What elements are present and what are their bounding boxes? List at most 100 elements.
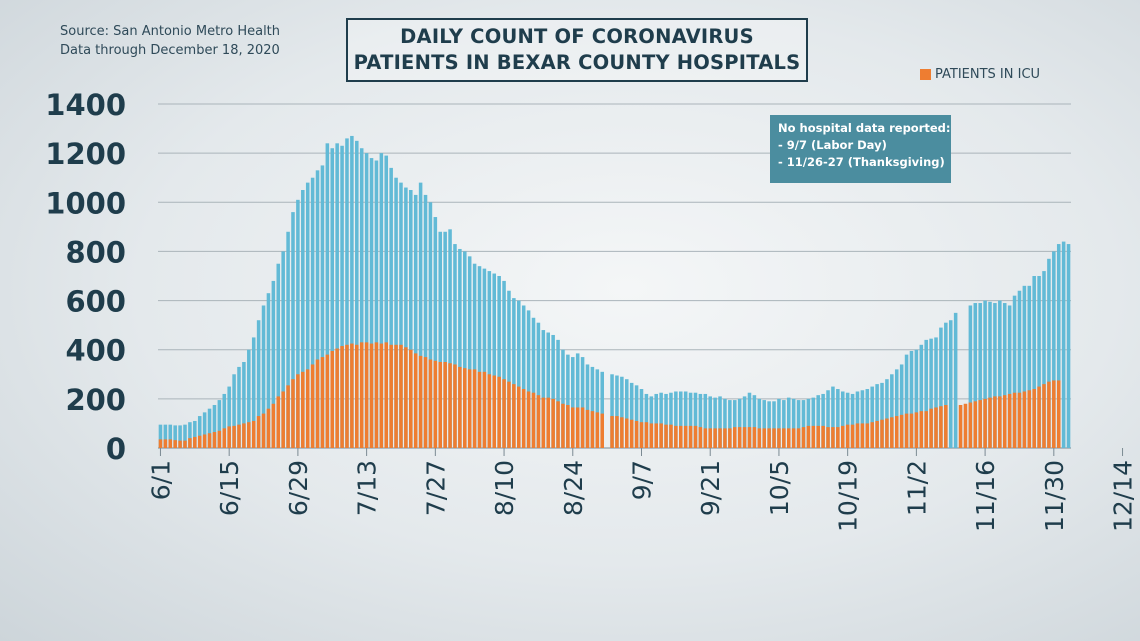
icu-patients-bar: [831, 427, 835, 448]
total-patients-bar: [291, 212, 295, 448]
total-patients-bar: [438, 231, 443, 448]
icu-patients-bar: [782, 428, 786, 448]
icu-patients-bar: [757, 428, 762, 448]
icu-patients-bar: [399, 344, 403, 448]
total-patients-bar: [296, 199, 300, 448]
total-patients-bar: [782, 400, 786, 448]
y-tick-label: 800: [65, 235, 126, 269]
icu-patients-bar: [904, 413, 909, 448]
total-patients-bar: [836, 389, 840, 448]
icu-patients-bar: [242, 423, 246, 448]
icu-patients-bar: [276, 396, 281, 448]
icu-patients-bar: [929, 408, 933, 448]
total-patients-bar: [1027, 285, 1032, 448]
icu-patients-bar: [232, 425, 236, 448]
total-patients-bar: [340, 145, 344, 448]
x-tick-label: 6/29: [284, 460, 313, 516]
total-patients-bar: [477, 266, 482, 448]
total-patients-bar: [433, 217, 438, 448]
total-patients-bar: [551, 334, 555, 448]
total-patients-bar: [183, 424, 187, 448]
icu-patients-bar: [418, 355, 423, 448]
total-patients-bar: [251, 337, 256, 448]
icu-patients-bar: [708, 428, 712, 448]
total-patients-bar: [934, 337, 938, 448]
total-patients-bar: [811, 397, 816, 448]
icu-patients-bar: [1032, 389, 1036, 448]
y-tick-label: 1000: [45, 186, 126, 220]
icu-patients-bar: [968, 402, 973, 448]
total-patients-bar: [541, 330, 546, 448]
icu-patients-bar: [291, 379, 295, 448]
total-patients-bar: [404, 187, 408, 449]
total-patients-bar: [1066, 244, 1071, 448]
total-patients-bar: [1042, 271, 1046, 448]
total-patients-bar: [502, 280, 506, 448]
total-patients-bar: [801, 400, 806, 448]
x-tick-label: 12/14: [1109, 460, 1138, 532]
total-patients-bar: [978, 303, 982, 448]
y-tick-label: 200: [65, 383, 126, 417]
total-patients-bar: [998, 300, 1002, 448]
icu-patients-bar: [899, 414, 904, 448]
total-patients-bar: [310, 177, 315, 448]
total-patients-bar: [968, 305, 973, 448]
icu-patients-bar: [256, 416, 261, 448]
icu-patients-bar: [762, 428, 766, 448]
note-item-thanksgiving: - 11/26-27 (Thanksgiving): [778, 155, 945, 169]
icu-patients-bar: [561, 403, 565, 448]
total-patients-bar: [909, 350, 914, 448]
icu-patients-bar: [556, 401, 560, 448]
icu-patients-bar: [752, 427, 757, 448]
icu-patients-bar: [315, 359, 320, 448]
chart-title: DAILY COUNT OF CORONAVIRUS PATIENTS IN B…: [346, 18, 808, 82]
total-patients-bar: [786, 397, 791, 448]
total-patients-bar: [948, 320, 953, 448]
total-patients-bar: [1056, 244, 1061, 448]
icu-patients-bar: [374, 342, 379, 448]
note-item-labor-day: - 9/7 (Labor Day): [778, 138, 887, 152]
legend: PATIENTS IN ICU: [920, 67, 1040, 82]
total-patients-bar: [590, 366, 595, 448]
icu-patients-bar: [983, 398, 987, 448]
icu-patients-bar: [998, 396, 1002, 448]
icu-patients-bar: [433, 360, 438, 448]
icu-patients-bar: [512, 384, 516, 448]
total-patients-bar: [629, 382, 634, 448]
icu-patients-bar: [310, 364, 315, 448]
total-patients-bar: [232, 374, 236, 448]
icu-patients-bar: [875, 420, 879, 448]
total-patients-bar: [973, 303, 978, 448]
icu-patients-bar: [786, 428, 791, 448]
y-axis: 0 200 400 600 800 1000 1200 1400: [45, 88, 126, 466]
total-patients-bar: [904, 354, 909, 448]
total-patients-bar: [939, 327, 943, 448]
missing-data-note: No hospital data reported: - 9/7 (Labor …: [770, 115, 951, 183]
icu-patients-bar: [1056, 380, 1061, 448]
icu-patients-bar: [654, 423, 658, 448]
total-patients-bar: [747, 392, 752, 448]
x-tick-label: 8/24: [559, 460, 588, 516]
icu-patients-bar: [247, 422, 251, 448]
total-patients-bar: [855, 391, 860, 448]
total-patients-bar: [571, 357, 575, 448]
icu-patients-bar: [806, 425, 811, 448]
icu-patients-bar: [463, 368, 467, 448]
total-patients-bar: [247, 349, 251, 448]
icu-patients-bar: [580, 407, 585, 448]
icu-patients-bar: [620, 417, 624, 448]
icu-patients-bar: [850, 424, 855, 448]
icu-patients-bar: [355, 344, 359, 448]
total-patients-bar: [193, 420, 197, 448]
total-patients-bar: [894, 369, 899, 448]
total-patients-bar: [507, 290, 511, 448]
icu-patients-bar: [389, 344, 393, 448]
total-patients-bar: [458, 248, 462, 448]
total-patients-bar: [163, 424, 168, 448]
icu-patients-bar: [600, 413, 604, 448]
x-tick-label: 10/19: [834, 460, 863, 532]
total-patients-bar: [796, 400, 801, 448]
total-patients-bar: [988, 301, 992, 448]
icu-patients-bar: [566, 405, 570, 448]
icu-patients-bar: [364, 342, 369, 448]
